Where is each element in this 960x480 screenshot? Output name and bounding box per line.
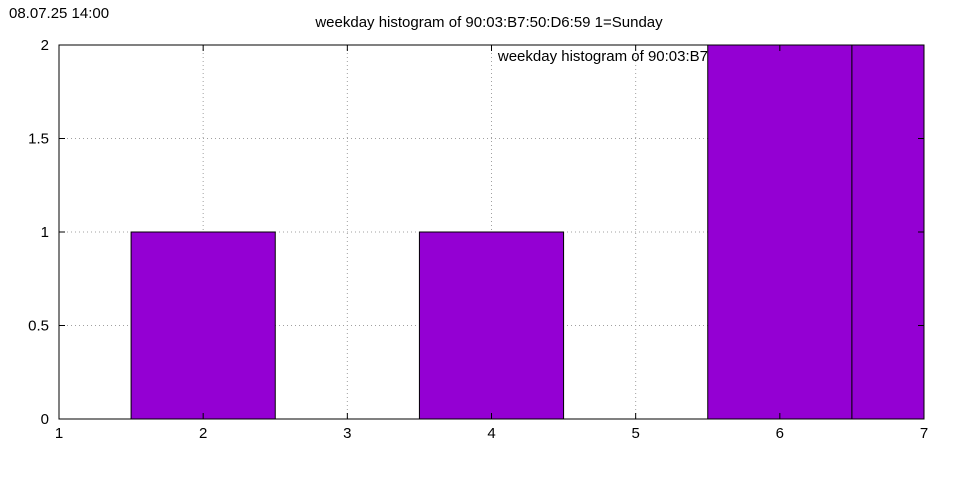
y-tick-label: 2 — [41, 37, 49, 54]
legend-entry: weekday histogram of 90:03:B7 — [497, 48, 708, 65]
x-tick-label: 4 — [487, 425, 495, 442]
x-tick-label: 5 — [631, 425, 639, 442]
y-tick-label: 0.5 — [28, 318, 49, 335]
legend: weekday histogram of 90:03:B7 — [497, 48, 708, 65]
y-tick-label: 0 — [41, 411, 49, 428]
x-tick-label: 7 — [920, 425, 928, 442]
histogram-bar — [130, 231, 276, 420]
timestamp-label: 08.07.25 14:00 — [9, 5, 109, 22]
y-tick-label: 1 — [41, 224, 49, 241]
chart-title: weekday histogram of 90:03:B7:50:D6:59 1… — [314, 14, 663, 31]
x-tick-label: 1 — [55, 425, 63, 442]
x-tick-label: 2 — [199, 425, 207, 442]
histogram-bar — [851, 44, 925, 420]
histogram-bar — [418, 231, 565, 420]
y-tick-label: 1.5 — [28, 131, 49, 148]
histogram-bar — [707, 44, 853, 420]
bars — [130, 44, 925, 420]
x-tick-label: 6 — [776, 425, 784, 442]
x-tick-label: 3 — [343, 425, 351, 442]
axis-ticks: 1 2 3 4 5 6 7 0 0.5 1 1.5 2 — [28, 37, 928, 442]
